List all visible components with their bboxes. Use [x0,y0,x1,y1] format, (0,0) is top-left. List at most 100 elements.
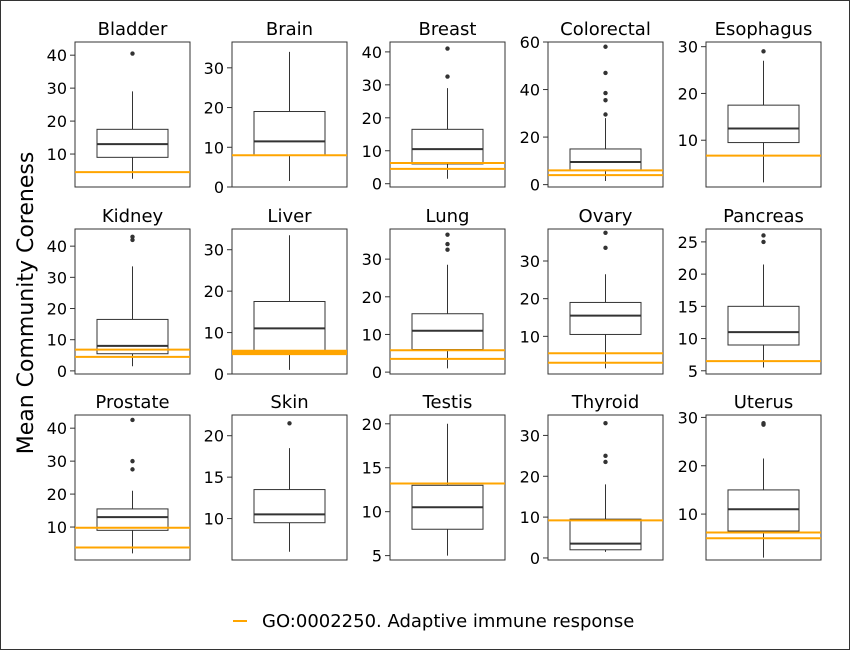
y-tick-label: 20 [47,300,67,319]
outlier-point [445,241,450,247]
y-tick-label: 10 [678,330,698,349]
outlier-point [603,112,608,117]
iqr-box [96,318,169,355]
y-tick-label: 20 [678,84,698,103]
panel-ovary: Ovary 10 20 30 [520,206,664,375]
y-tick-label: 10 [204,510,224,529]
panel-colorectal: Colorectal 0 20 40 60 [520,19,664,195]
panel-frame [547,41,664,188]
panel-frame [74,41,191,188]
y-tick-label: 10 [204,138,224,157]
y-tick-label: 30 [204,59,224,78]
outlier-point [603,230,608,235]
y-tick-label: 30 [47,79,67,98]
y-tick-label: 0 [372,363,382,382]
panel-title: Esophagus [715,19,813,40]
y-tick-label: 20 [678,457,698,476]
y-tick-label: 20 [204,99,224,118]
outlier-point [603,459,608,465]
y-tick-label: 30 [520,252,540,271]
y-tick-label: 15 [204,468,224,487]
outlier-point [761,233,766,238]
y-tick-label: 5 [688,362,698,381]
y-tick-label: 20 [204,282,224,301]
panel-frame [705,41,822,188]
y-tick-label: 30 [47,268,67,287]
panel-frame [74,228,191,375]
outlier-point [603,44,608,49]
y-tick-label: 20 [47,112,67,131]
panel-frame [231,41,348,188]
outlier-point [603,453,608,459]
y-tick-label: 20 [520,128,540,147]
panel-frame [389,414,506,561]
y-tick-label: 15 [678,297,698,316]
outlier-point [130,467,135,472]
y-tick-label: 40 [362,43,382,62]
y-tick-label: 30 [520,426,540,445]
outlier-point [445,232,450,237]
iqr-box [411,128,484,165]
y-axis-label: Mean Community Coreness [14,152,39,455]
outlier-point [287,421,292,426]
y-tick-label: 40 [47,419,67,438]
outlier-point [130,51,135,56]
y-tick-label: 20 [47,485,67,504]
iqr-box [727,305,800,346]
y-tick-label: 10 [362,142,382,161]
panel-frame [547,228,664,375]
y-tick-label: 10 [678,505,698,524]
y-tick-label: 10 [520,327,540,346]
panel-esophagus: Esophagus 10 20 30 [678,19,822,188]
outlier-point [130,237,135,243]
iqr-box [727,489,800,532]
y-tick-label: 10 [204,324,224,343]
outlier-point [603,98,608,103]
y-tick-label: 30 [204,241,224,260]
panel-kidney: Kidney 0 10 20 30 40 [47,206,191,381]
outlier-point [761,49,766,54]
outlier-point [445,247,450,252]
y-tick-label: 0 [214,365,224,384]
panel-frame [231,414,348,561]
y-tick-label: 10 [362,325,382,344]
panel-title: Kidney [102,206,164,227]
outlier-point [603,90,608,96]
y-tick-label: 10 [678,131,698,150]
y-tick-label: 0 [214,178,224,197]
panel-title: Bladder [98,19,168,40]
y-tick-label: 30 [678,38,698,57]
outlier-point [761,421,766,426]
panel-frame [74,414,191,561]
panel-frame [231,228,348,375]
panel-brain: Brain 0 10 20 30 [204,19,348,197]
iqr-box [569,301,642,335]
iqr-box [96,508,169,531]
panel-lung: Lung 0 10 20 30 [362,206,506,382]
y-tick-label: 20 [362,109,382,128]
legend-label: GO:0002250. Adaptive immune response [262,611,634,632]
panel-title: Colorectal [560,19,651,40]
panel-frame [705,228,822,375]
outlier-point [130,458,135,464]
outlier-point [603,420,608,426]
iqr-box [569,518,642,551]
panel-thyroid: Thyroid 0 10 20 30 [520,392,664,568]
panel-title: Breast [419,19,477,40]
outlier-point [445,74,450,79]
y-tick-label: 0 [372,175,382,194]
panel-breast: Breast 0 10 20 30 40 [362,19,506,194]
panel-skin: Skin 10 15 20 [204,392,348,561]
panel-title: Pancreas [723,206,804,227]
y-tick-label: 20 [204,427,224,446]
outlier-point [761,239,766,245]
panel-prostate: Prostate 10 20 30 40 [47,392,191,561]
y-tick-label: 10 [47,331,67,350]
outlier-point [445,46,450,51]
iqr-box [253,489,326,524]
y-tick-label: 40 [47,46,67,65]
panel-title: Skin [270,392,308,413]
panel-title: Testis [422,392,473,413]
y-tick-label: 30 [362,250,382,269]
iqr-box [727,104,800,144]
